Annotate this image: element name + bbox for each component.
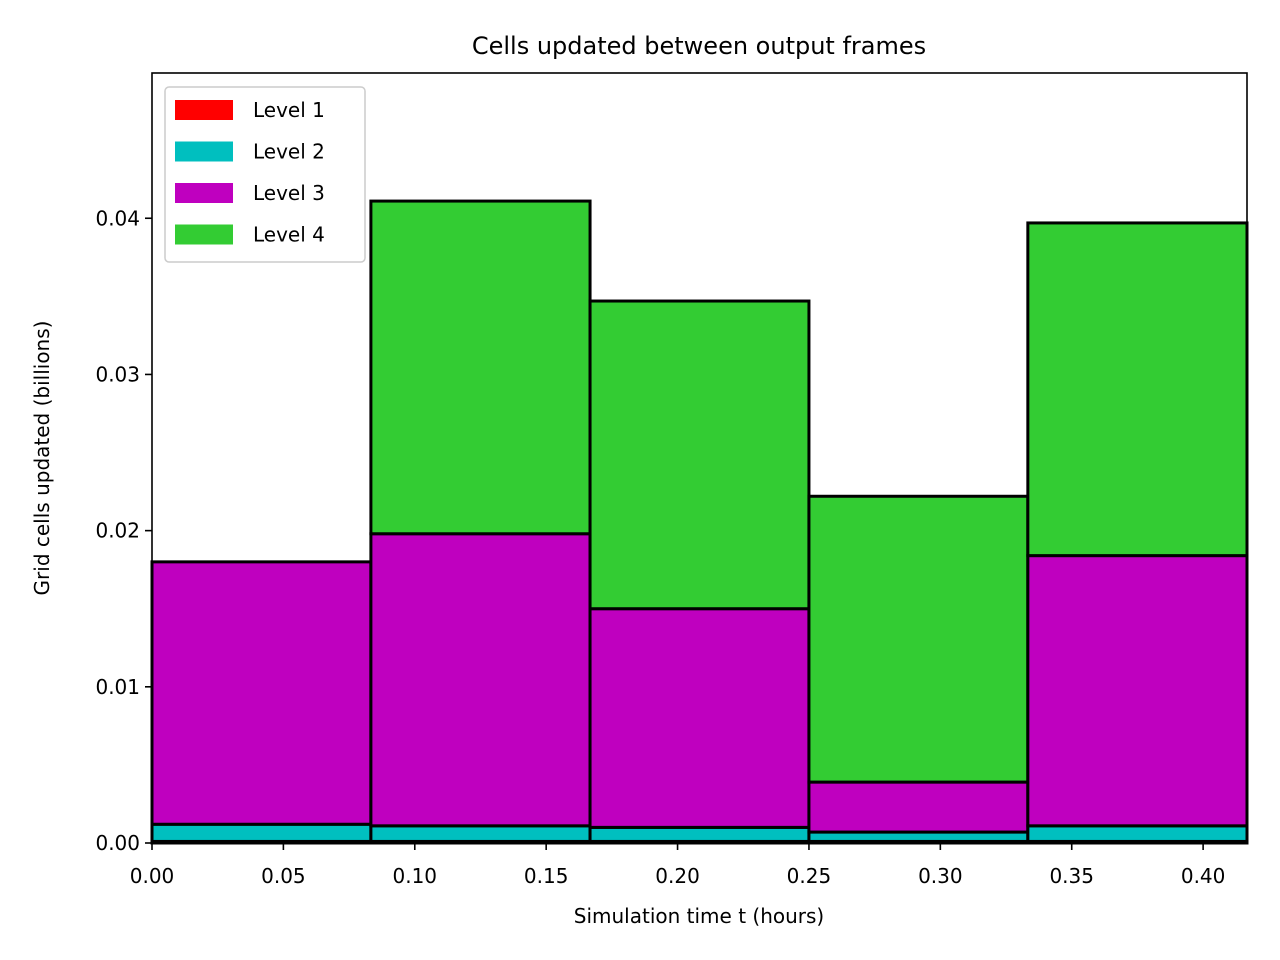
bar-level-4-bin-3 [588, 299, 811, 611]
x-tick-label: 0.35 [1049, 864, 1094, 888]
legend-label-level-3: Level 3 [253, 181, 325, 205]
x-tick-label: 0.40 [1181, 864, 1226, 888]
legend-label-level-2: Level 2 [253, 140, 325, 164]
bar-level-3-bin-3 [588, 607, 811, 829]
bar-level-3-bin-2 [369, 532, 592, 828]
y-axis: 0.00 0.01 0.02 0.03 0.04 [95, 206, 152, 855]
y-tick-label: 0.04 [95, 206, 140, 230]
bar-level-3-bin-4 [807, 780, 1030, 834]
x-tick-label: 0.10 [393, 864, 438, 888]
chart-title: Cells updated between output frames [472, 32, 926, 60]
y-tick-label: 0.01 [95, 675, 140, 699]
x-tick-label: 0.25 [787, 864, 832, 888]
x-tick-label: 0.20 [655, 864, 700, 888]
y-axis-label: Grid cells updated (billions) [30, 321, 54, 596]
x-axis: 0.00 0.05 0.10 0.15 0.20 0.25 0.30 0.35 0.40 [130, 843, 1226, 888]
y-tick-label: 0.02 [95, 519, 140, 543]
bar-level-2-bin-2 [369, 824, 592, 843]
legend-label-level-4: Level 4 [253, 223, 325, 247]
legend-box [164, 86, 366, 263]
x-tick-label: 0.30 [918, 864, 963, 888]
x-axis-label: Simulation time t (hours) [574, 904, 824, 928]
legend-swatch-level-4 [175, 224, 233, 245]
bar-level-4-bin-5 [1026, 221, 1249, 558]
legend-swatch-level-1 [175, 100, 233, 120]
x-tick-label: 0.00 [130, 864, 175, 888]
y-tick-label: 0.00 [95, 831, 140, 855]
legend-swatch-level-3 [175, 183, 233, 203]
bar-level-4-bin-2 [369, 199, 592, 536]
legend-swatch-level-2 [175, 141, 233, 162]
y-tick-label: 0.03 [95, 362, 140, 386]
x-tick-label: 0.05 [261, 864, 306, 888]
legend-label-level-1: Level 1 [253, 98, 325, 122]
bar-level-4-bin-4 [807, 494, 1030, 784]
bar-level-2-bin-3 [588, 825, 811, 843]
plot-frame [151, 72, 1248, 844]
x-tick-label: 0.15 [524, 864, 569, 888]
bar-level-3-bin-1 [150, 560, 373, 826]
legend: Level 1 Level 2 Level 3 Level 4 [164, 86, 366, 263]
bar-level-2-bin-5 [1026, 824, 1249, 843]
bar-level-2-bin-1 [150, 822, 373, 843]
bar-level-3-bin-5 [1026, 554, 1249, 828]
bar-group [150, 199, 1249, 845]
